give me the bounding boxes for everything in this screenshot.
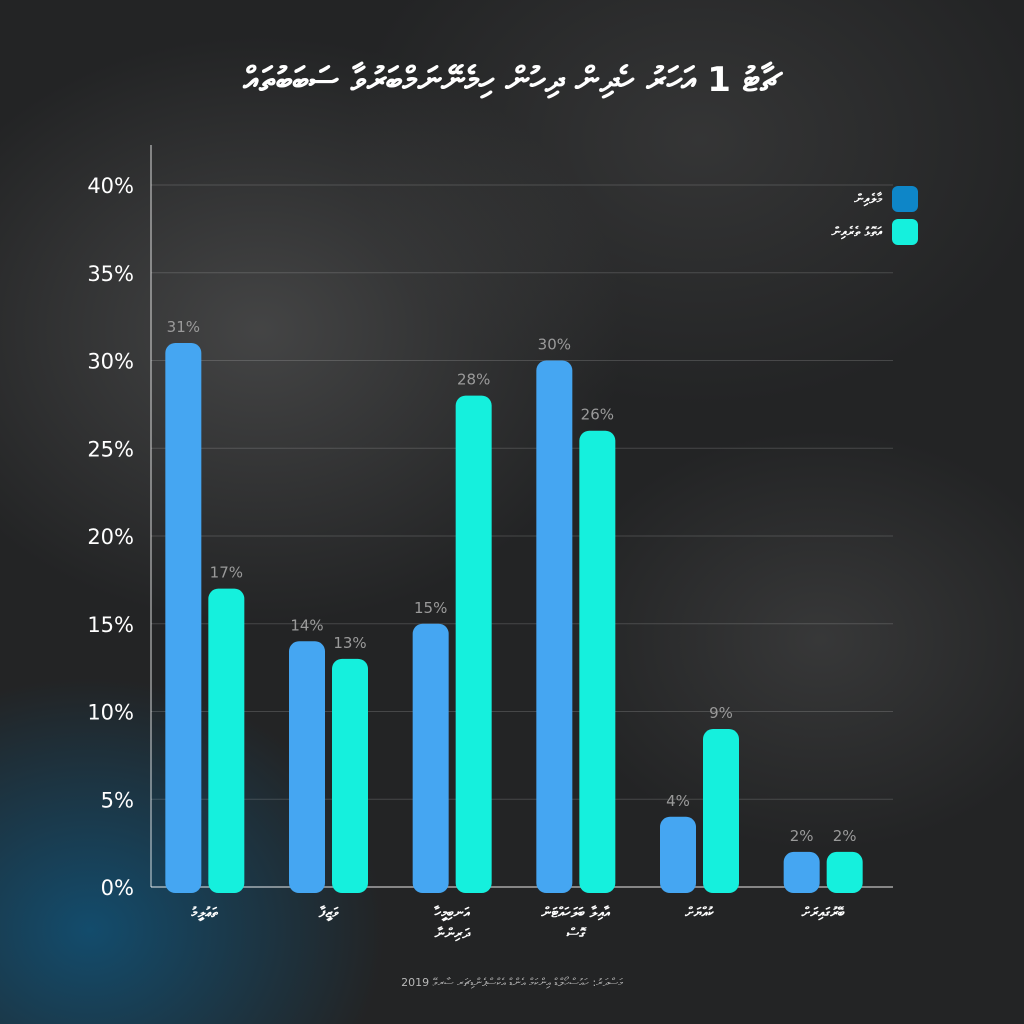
legend-item-series-1: މާލެއިން	[831, 183, 918, 215]
y-tick-label: 15%	[87, 613, 134, 637]
bar	[783, 851, 820, 893]
y-tick-label: 25%	[87, 437, 134, 461]
value-label: 14%	[290, 616, 323, 634]
value-label: 30%	[538, 336, 571, 354]
bar	[165, 342, 202, 893]
bar	[455, 395, 492, 893]
chart-title: ޗާޓު 1 އަހަރު ހެދިން ދިހުން ހިމެނޭނަމްބަ…	[243, 60, 781, 100]
legend-label: މާލެއިން	[854, 191, 882, 207]
category-labels: ތަޢުލީމު ވަޒީފާ އަނބިމީހާ ދަރިންނާ އާއިލާ ބަ…	[190, 905, 845, 942]
bar	[660, 816, 696, 893]
y-tick-label: 20%	[87, 525, 134, 549]
value-label: 2%	[790, 827, 814, 845]
legend-swatch	[892, 219, 918, 245]
bars	[165, 342, 863, 893]
y-tick-label: 40%	[87, 174, 134, 198]
category-label: ކުއްޔަށް	[684, 905, 714, 921]
category-label: ތަޢުލީމު	[190, 905, 218, 922]
bar	[412, 623, 449, 893]
y-tick-label: 0%	[101, 876, 134, 900]
value-label: 2%	[833, 827, 857, 845]
bar	[703, 729, 739, 893]
value-labels: 31% 17% 14% 13% 15% 28% 30% 26% 4% 9% 2% 2%	[167, 318, 857, 845]
legend-swatch	[892, 186, 918, 212]
value-label: 9%	[709, 704, 733, 722]
bar	[579, 430, 616, 893]
source-note: މަސްދަރު: ހައުސްހޯލްޑް އިންކަމް އެންޑް އ…	[401, 976, 623, 989]
bar	[289, 641, 325, 893]
legend: މާލެއިން އަތޮޅު ތެރެއިން	[831, 183, 918, 249]
category-label: ވަޒީފާ	[318, 905, 340, 922]
category-label: ބޭރުގައިރަށް	[801, 905, 845, 921]
category-label: ދަރިންނާ	[434, 926, 472, 942]
legend-item-series-2: އަތޮޅު ތެރެއިން	[831, 216, 918, 248]
y-tick-label: 30%	[87, 350, 134, 374]
value-label: 26%	[581, 406, 614, 424]
value-label: 17%	[210, 564, 243, 582]
y-tick-label: 35%	[87, 262, 134, 286]
value-label: 13%	[333, 634, 366, 652]
value-label: 28%	[457, 371, 490, 389]
axes	[150, 145, 893, 888]
bar	[826, 851, 863, 893]
value-label: 31%	[167, 318, 200, 336]
category-label: އާއިލާ ބަލަހައްޓަން	[540, 905, 611, 921]
gridlines	[151, 184, 893, 800]
category-label: އަނބިމީހާ	[434, 905, 471, 922]
bar	[208, 588, 245, 893]
y-tick-labels: 0% 5% 10% 15% 20% 25% 30% 35% 40%	[87, 174, 134, 900]
bar	[332, 658, 368, 893]
category-label: ގޮސް	[566, 926, 588, 942]
y-tick-label: 10%	[87, 701, 134, 725]
bar	[536, 360, 573, 893]
value-label: 15%	[414, 599, 447, 617]
value-label: 4%	[666, 792, 690, 810]
y-tick-label: 5%	[101, 788, 134, 812]
legend-label: އަތޮޅު ތެރެއިން	[831, 224, 882, 240]
